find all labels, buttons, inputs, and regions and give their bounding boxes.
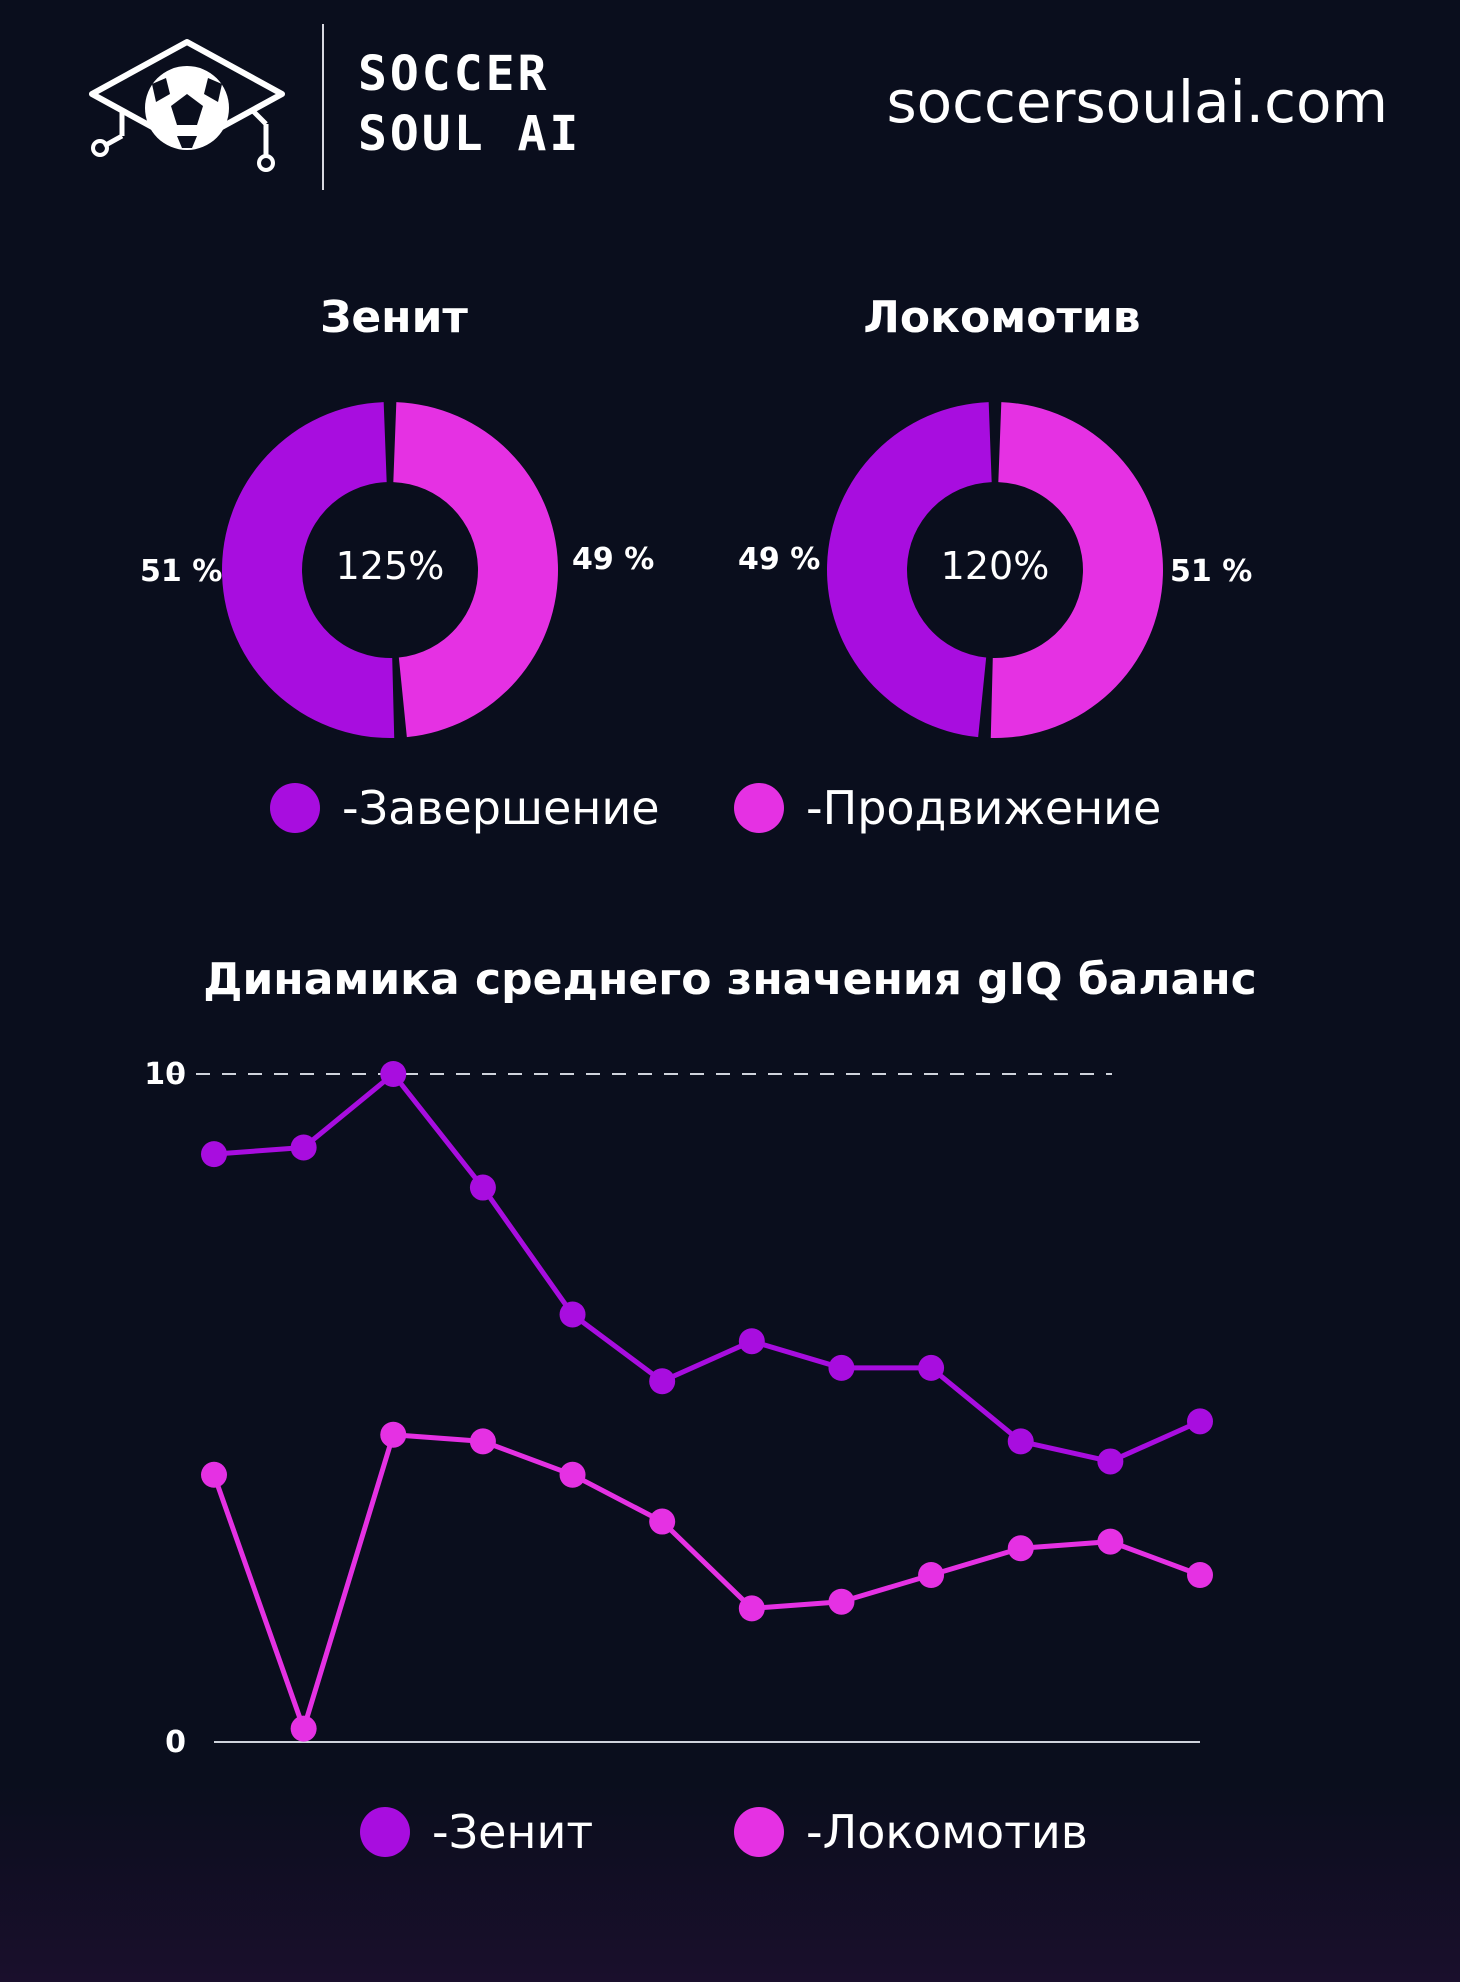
legend-item-finish: -Завершение <box>270 780 660 836</box>
donut-slice-loko-finish <box>827 402 992 738</box>
legend-label-zenit: -Зенит <box>432 1805 594 1859</box>
legend-label-finish: -Завершение <box>342 781 660 835</box>
legend-item-loko: -Локомотив <box>734 1804 1088 1860</box>
slice-label-loko-promo: 51 % <box>1170 554 1253 589</box>
data-point-loko <box>380 1421 407 1448</box>
site-url[interactable]: soccersoulai.com <box>886 68 1388 136</box>
brand-line-1: SOCCER <box>358 46 550 102</box>
data-point-zenit <box>559 1301 586 1328</box>
donut-title-loko: Локомотив <box>863 292 1141 343</box>
slice-label-zenit-finish: 51 % <box>140 554 223 589</box>
data-point-zenit <box>201 1141 227 1168</box>
slice-label-zenit-promo: 49 % <box>572 542 655 577</box>
data-point-zenit <box>290 1134 317 1161</box>
donut-title-zenit: Зенит <box>320 292 468 343</box>
donut-center-label-zenit: 125% <box>335 544 445 588</box>
data-point-zenit <box>649 1368 676 1395</box>
data-point-loko <box>828 1588 855 1615</box>
header: SOCCER SOUL AI soccersoulai.com <box>0 0 1460 200</box>
data-point-zenit <box>918 1354 945 1381</box>
data-point-zenit <box>828 1354 855 1381</box>
data-point-zenit <box>738 1328 765 1355</box>
donut-slice-zenit-finish <box>222 402 395 738</box>
data-point-loko <box>290 1715 317 1742</box>
header-divider <box>322 24 324 190</box>
donut-chart-loko <box>827 402 1163 738</box>
data-point-loko <box>201 1461 227 1488</box>
data-point-zenit <box>380 1061 407 1087</box>
donut-chart-zenit <box>222 402 558 738</box>
data-point-loko <box>649 1508 676 1535</box>
y-tick-label: 0 <box>165 1725 186 1760</box>
legend-label-loko: -Локомотив <box>806 1805 1088 1859</box>
line-chart: 10 0 <box>144 1057 1213 1760</box>
soccer-ball-graduation-cap-icon <box>89 39 285 172</box>
legend-dot-zenit <box>360 1807 410 1857</box>
legend-item-promo: -Продвижение <box>734 780 1161 836</box>
data-point-loko <box>918 1562 945 1588</box>
data-point-zenit <box>469 1174 496 1201</box>
brand-name: SOCCER SOUL AI <box>358 44 581 164</box>
line-chart-title: Динамика среднего значения gIQ баланс <box>203 954 1257 1005</box>
data-point-loko <box>738 1595 765 1622</box>
brand-line-2: SOUL AI <box>358 106 582 162</box>
data-point-loko <box>1007 1535 1034 1562</box>
y-tick-label: 10 <box>144 1057 186 1092</box>
legend-item-zenit: -Зенит <box>360 1804 593 1860</box>
donut-center-label-loko: 120% <box>940 544 1050 588</box>
data-point-zenit <box>1187 1408 1213 1435</box>
legend-dot-finish <box>270 783 320 833</box>
data-point-zenit <box>1007 1428 1034 1455</box>
donut-slice-loko-promo <box>990 402 1163 738</box>
legend-dot-loko <box>734 1807 784 1857</box>
donut-slice-zenit-promo <box>393 402 558 738</box>
data-point-loko <box>559 1461 586 1488</box>
data-point-loko <box>1187 1562 1213 1588</box>
data-point-loko <box>469 1428 496 1455</box>
data-point-zenit <box>1097 1448 1124 1475</box>
data-point-loko <box>1097 1528 1124 1555</box>
series-line-zenit <box>213 1071 1202 1464</box>
legend-label-promo: -Продвижение <box>806 781 1162 835</box>
slice-label-loko-finish: 49 % <box>738 542 821 577</box>
series-line-loko <box>211 1432 1201 1732</box>
legend-dot-promo <box>734 783 784 833</box>
